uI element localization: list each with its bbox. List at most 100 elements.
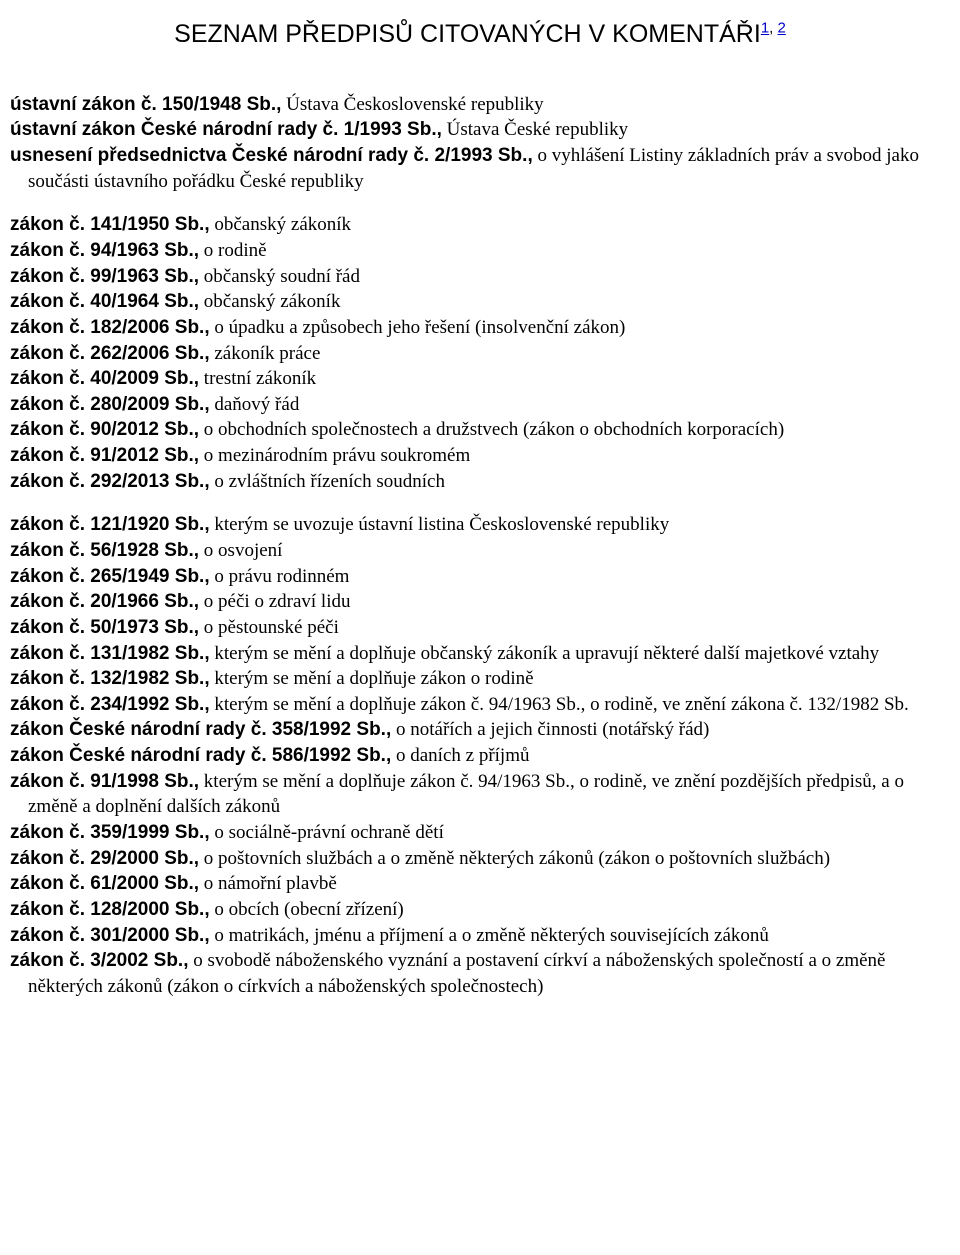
- footnote-link-2[interactable]: 2: [778, 20, 786, 37]
- regulation-desc: občanský zákoník: [199, 291, 340, 312]
- regulation-ref: zákon č. 234/1992 Sb.,: [10, 694, 210, 715]
- footnote-link-1[interactable]: 1: [761, 20, 769, 37]
- regulation-ref: zákon č. 262/2006 Sb.,: [10, 343, 210, 364]
- regulation-ref: ústavní zákon č. 150/1948 Sb.,: [10, 94, 281, 115]
- regulation-desc: o pěstounské péči: [199, 617, 339, 638]
- regulation-item: zákon č. 90/2012 Sb., o obchodních spole…: [10, 417, 950, 443]
- regulation-desc: o matrikách, jménu a příjmení a o změně …: [210, 925, 769, 946]
- regulation-ref: zákon č. 280/2009 Sb.,: [10, 394, 210, 415]
- regulation-item: zákon č. 50/1973 Sb., o pěstounské péči: [10, 615, 950, 641]
- regulation-item: zákon č. 91/2012 Sb., o mezinárodním prá…: [10, 443, 950, 469]
- regulation-item: zákon č. 234/1992 Sb., kterým se mění a …: [10, 692, 950, 718]
- regulation-item: zákon č. 131/1982 Sb., kterým se mění a …: [10, 641, 950, 667]
- regulation-desc: Ústava České republiky: [442, 119, 628, 140]
- regulation-desc: o péči o zdraví lidu: [199, 591, 350, 612]
- regulation-desc: daňový řád: [210, 394, 300, 415]
- regulation-desc: o poštovních službách a o změně některýc…: [199, 848, 830, 869]
- regulation-item: zákon České národní rady č. 358/1992 Sb.…: [10, 717, 950, 743]
- regulation-desc: kterým se mění a doplňuje zákon č. 94/19…: [210, 694, 909, 715]
- regulation-desc: o právu rodinném: [210, 566, 350, 587]
- title-text: SEZNAM PŘEDPISŮ CITOVANÝCH V KOMENTÁŘI: [174, 20, 761, 48]
- regulation-ref: zákon č. 265/1949 Sb.,: [10, 566, 210, 587]
- regulation-item: usnesení předsednictva České národní rad…: [10, 143, 950, 194]
- regulation-item: zákon č. 40/2009 Sb., trestní zákoník: [10, 366, 950, 392]
- regulation-ref: zákon č. 132/1982 Sb.,: [10, 668, 210, 689]
- regulation-item: zákon č. 94/1963 Sb., o rodině: [10, 238, 950, 264]
- regulation-desc: o notářích a jejich činnosti (notářský ř…: [391, 719, 709, 740]
- regulation-item: zákon č. 61/2000 Sb., o námořní plavbě: [10, 871, 950, 897]
- regulation-desc: o daních z příjmů: [391, 745, 529, 766]
- regulation-desc: o námořní plavbě: [199, 873, 337, 894]
- regulation-block: ústavní zákon č. 150/1948 Sb., Ústava Če…: [10, 92, 950, 195]
- regulation-item: zákon č. 132/1982 Sb., kterým se mění a …: [10, 666, 950, 692]
- regulation-ref: zákon č. 94/1963 Sb.,: [10, 240, 199, 261]
- footnote-sep: ,: [769, 20, 777, 37]
- footnote-superscript: 1, 2: [761, 20, 786, 37]
- regulation-item: zákon č. 182/2006 Sb., o úpadku a způsob…: [10, 315, 950, 341]
- regulation-item: zákon č. 280/2009 Sb., daňový řád: [10, 392, 950, 418]
- regulation-list: ústavní zákon č. 150/1948 Sb., Ústava Če…: [10, 92, 950, 1000]
- regulation-ref: zákon č. 50/1973 Sb.,: [10, 617, 199, 638]
- regulation-item: zákon č. 262/2006 Sb., zákoník práce: [10, 341, 950, 367]
- regulation-desc: o obcích (obecní zřízení): [210, 899, 404, 920]
- regulation-item: zákon č. 29/2000 Sb., o poštovních služb…: [10, 846, 950, 872]
- regulation-desc: občanský zákoník: [210, 214, 351, 235]
- regulation-desc: o rodině: [199, 240, 267, 261]
- regulation-desc: o osvojení: [199, 540, 282, 561]
- regulation-ref: zákon č. 90/2012 Sb.,: [10, 419, 199, 440]
- regulation-ref: zákon č. 91/2012 Sb.,: [10, 445, 199, 466]
- regulation-desc: občanský soudní řád: [199, 266, 360, 287]
- regulation-item: zákon č. 56/1928 Sb., o osvojení: [10, 538, 950, 564]
- regulation-ref: zákon č. 3/2002 Sb.,: [10, 950, 188, 971]
- regulation-ref: zákon č. 128/2000 Sb.,: [10, 899, 210, 920]
- regulation-desc: o zvláštních řízeních soudních: [210, 471, 445, 492]
- regulation-item: ústavní zákon č. 150/1948 Sb., Ústava Če…: [10, 92, 950, 118]
- regulation-desc: kterým se mění a doplňuje zákon o rodině: [210, 668, 534, 689]
- regulation-ref: zákon č. 182/2006 Sb.,: [10, 317, 210, 338]
- regulation-item: zákon České národní rady č. 586/1992 Sb.…: [10, 743, 950, 769]
- regulation-item: zákon č. 3/2002 Sb., o svobodě nábožensk…: [10, 948, 950, 999]
- regulation-ref: zákon České národní rady č. 586/1992 Sb.…: [10, 745, 391, 766]
- regulation-desc: trestní zákoník: [199, 368, 316, 389]
- regulation-block: zákon č. 121/1920 Sb., kterým se uvozuje…: [10, 512, 950, 999]
- regulation-ref: zákon České národní rady č. 358/1992 Sb.…: [10, 719, 391, 740]
- regulation-item: zákon č. 141/1950 Sb., občanský zákoník: [10, 212, 950, 238]
- regulation-desc: o úpadku a způsobech jeho řešení (insolv…: [210, 317, 626, 338]
- regulation-desc: Ústava Československé republiky: [281, 94, 543, 115]
- regulation-item: zákon č. 301/2000 Sb., o matrikách, jmén…: [10, 923, 950, 949]
- regulation-desc: kterým se uvozuje ústavní listina Českos…: [210, 514, 670, 535]
- regulation-item: zákon č. 99/1963 Sb., občanský soudní řá…: [10, 264, 950, 290]
- regulation-ref: ústavní zákon České národní rady č. 1/19…: [10, 119, 442, 140]
- regulation-ref: zákon č. 20/1966 Sb.,: [10, 591, 199, 612]
- regulation-desc: o sociálně-právní ochraně dětí: [210, 822, 444, 843]
- regulation-item: zákon č. 128/2000 Sb., o obcích (obecní …: [10, 897, 950, 923]
- regulation-desc: zákoník práce: [210, 343, 321, 364]
- regulation-ref: zákon č. 359/1999 Sb.,: [10, 822, 210, 843]
- regulation-ref: zákon č. 121/1920 Sb.,: [10, 514, 210, 535]
- regulation-desc: kterým se mění a doplňuje občanský zákon…: [210, 643, 880, 664]
- regulation-ref: usnesení předsednictva České národní rad…: [10, 145, 533, 166]
- regulation-ref: zákon č. 301/2000 Sb.,: [10, 925, 210, 946]
- regulation-ref: zákon č. 131/1982 Sb.,: [10, 643, 210, 664]
- regulation-ref: zákon č. 61/2000 Sb.,: [10, 873, 199, 894]
- regulation-item: zákon č. 40/1964 Sb., občanský zákoník: [10, 289, 950, 315]
- regulation-ref: zákon č. 141/1950 Sb.,: [10, 214, 210, 235]
- regulation-ref: zákon č. 56/1928 Sb.,: [10, 540, 199, 561]
- regulation-desc: o obchodních společnostech a družstvech …: [199, 419, 784, 440]
- regulation-item: zákon č. 121/1920 Sb., kterým se uvozuje…: [10, 512, 950, 538]
- regulation-ref: zákon č. 40/2009 Sb.,: [10, 368, 199, 389]
- regulation-ref: zákon č. 99/1963 Sb.,: [10, 266, 199, 287]
- regulation-item: zákon č. 20/1966 Sb., o péči o zdraví li…: [10, 589, 950, 615]
- regulation-ref: zákon č. 292/2013 Sb.,: [10, 471, 210, 492]
- regulation-ref: zákon č. 40/1964 Sb.,: [10, 291, 199, 312]
- page-title: SEZNAM PŘEDPISŮ CITOVANÝCH V KOMENTÁŘI1,…: [10, 18, 950, 52]
- regulation-item: zákon č. 91/1998 Sb., kterým se mění a d…: [10, 769, 950, 820]
- regulation-ref: zákon č. 91/1998 Sb.,: [10, 771, 199, 792]
- regulation-ref: zákon č. 29/2000 Sb.,: [10, 848, 199, 869]
- regulation-item: zákon č. 265/1949 Sb., o právu rodinném: [10, 564, 950, 590]
- regulation-desc: o mezinárodním právu soukromém: [199, 445, 470, 466]
- regulation-item: ústavní zákon České národní rady č. 1/19…: [10, 117, 950, 143]
- regulation-block: zákon č. 141/1950 Sb., občanský zákoníkz…: [10, 212, 950, 494]
- regulation-item: zákon č. 359/1999 Sb., o sociálně-právní…: [10, 820, 950, 846]
- regulation-item: zákon č. 292/2013 Sb., o zvláštních říze…: [10, 469, 950, 495]
